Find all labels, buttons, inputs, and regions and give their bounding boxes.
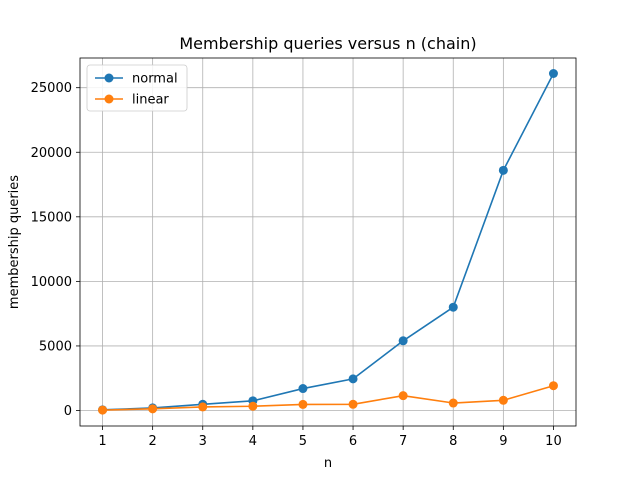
chart-title: Membership queries versus n (chain): [179, 34, 476, 53]
legend-label: normal: [132, 72, 178, 87]
data-point-linear: [98, 405, 108, 415]
legend-entry-linear: linear: [95, 93, 169, 108]
data-point-normal: [448, 302, 458, 312]
data-point-linear: [398, 391, 408, 401]
data-point-linear: [248, 401, 258, 411]
x-tick-label: 6: [349, 434, 357, 449]
data-point-normal: [348, 374, 358, 384]
legend-swatch-marker: [104, 94, 114, 104]
grid: [80, 58, 576, 426]
legend-label: linear: [132, 93, 169, 108]
data-point-linear: [498, 395, 508, 405]
series-line-linear: [102, 384, 554, 411]
x-axis-label: n: [324, 456, 332, 471]
y-tick-label: 0: [64, 404, 72, 419]
data-point-linear: [198, 402, 208, 412]
plot-frame: [79, 57, 577, 427]
data-point-linear: [148, 404, 158, 414]
x-tick-label: 3: [199, 434, 207, 449]
x-tick-label: 7: [399, 434, 407, 449]
data-point-linear: [348, 399, 358, 409]
ticks: 1 2 3 4 5 6 7 8 9 10 0 5000 10000 15000 20000 25000: [31, 81, 562, 449]
data-point-normal: [548, 68, 558, 78]
data-point-linear: [448, 398, 458, 408]
x-tick-label: 9: [499, 434, 507, 449]
series-line-normal: [102, 73, 555, 411]
y-axis-label: membership queries: [7, 175, 22, 309]
series-linear: [98, 381, 558, 415]
x-tick-label: 10: [545, 434, 562, 449]
y-tick-label: 10000: [31, 275, 72, 290]
x-tick-label: 2: [149, 434, 157, 449]
data-point-linear: [548, 381, 558, 391]
series-layer: [98, 68, 558, 415]
x-tick-label: 5: [299, 434, 307, 449]
y-tick-label: 20000: [31, 146, 72, 161]
x-tick-label: 1: [98, 434, 106, 449]
data-point-normal: [498, 165, 508, 175]
y-tick-label: 25000: [31, 81, 72, 96]
legend: normal linear: [86, 64, 188, 112]
series-normal: [98, 68, 558, 415]
data-point-normal: [298, 384, 308, 394]
data-point-linear: [298, 399, 308, 409]
legend-entry-normal: normal: [95, 72, 178, 87]
y-tick-label: 15000: [31, 210, 72, 225]
x-tick-label: 4: [249, 434, 257, 449]
y-tick-label: 5000: [39, 339, 72, 354]
data-point-normal: [398, 336, 408, 346]
x-tick-label: 8: [449, 434, 457, 449]
legend-swatch-marker: [104, 73, 114, 83]
